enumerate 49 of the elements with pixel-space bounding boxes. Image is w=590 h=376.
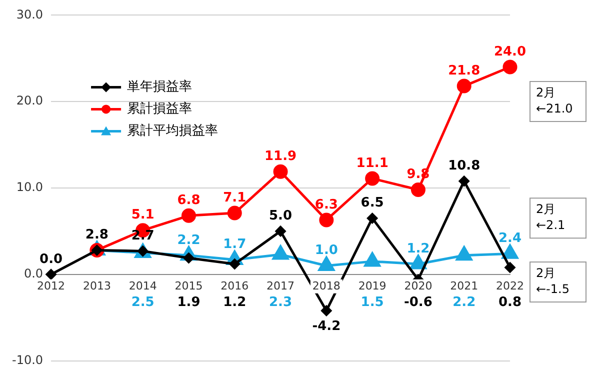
x-tick-label: 2015 [174,279,203,292]
data-label: 10.8 [448,158,480,174]
data-label: -4.2 [312,319,341,334]
y-tick-label: 10.0 [16,180,44,194]
legend-label: 単年損益率 [127,78,192,95]
y-tick-label: 20.0 [16,94,44,108]
x-tick-label: 2022 [496,279,524,292]
data-label: 2.5 [131,294,154,310]
x-tick-label: 2021 [450,279,478,292]
text: 2月 ←2.1 [536,202,566,232]
data-label: 2.2 [177,232,200,248]
data-label: 1.0 [314,243,338,258]
data-label: 1.2 [223,294,246,310]
x-tick-label: 2014 [128,279,157,292]
x-tick-label: 2016 [220,279,249,292]
data-label: 6.8 [177,193,200,208]
data-label: 7.1 [223,190,246,206]
data-label: 0.8 [498,294,522,310]
x-tick-label: 2013 [82,279,111,292]
x-tick-label: 2012 [37,279,66,292]
text: 2月 ←21.0 [536,86,573,116]
data-label: 24.0 [494,44,526,60]
data-label: 2.8 [85,228,108,243]
data-label: 0.0 [40,252,63,267]
data-label: 1.5 [360,294,384,310]
x-tick-label: 2019 [358,279,386,292]
data-label: 21.8 [448,63,480,78]
data-label: 2.3 [269,294,292,310]
text: 2月 ←-1.5 [536,266,570,296]
x-tick-label: 2020 [404,279,432,292]
data-label: 1.2 [406,241,430,256]
data-label: 1.9 [177,294,200,310]
legend-label: 累計損益率 [127,100,192,117]
x-tick-label: 2017 [266,279,295,292]
data-label: 5.0 [269,208,292,224]
y-tick-label: 0.0 [24,266,44,281]
data-label: 11.1 [356,156,388,171]
y-tick-label: -10.0 [12,352,44,367]
data-label: -0.6 [404,294,432,310]
data-label: 2.4 [498,231,522,246]
data-label: 2.2 [452,294,476,310]
data-label: 1.7 [223,237,246,252]
x-tick-label: 2018 [312,279,340,292]
data-label: 11.9 [264,148,297,164]
data-label: 6.5 [360,196,384,211]
data-label: 6.3 [314,197,338,212]
y-tick-label: 30.0 [16,7,44,22]
legend-label: 累計平均損益率 [127,122,218,139]
data-label: 5.1 [131,208,154,223]
